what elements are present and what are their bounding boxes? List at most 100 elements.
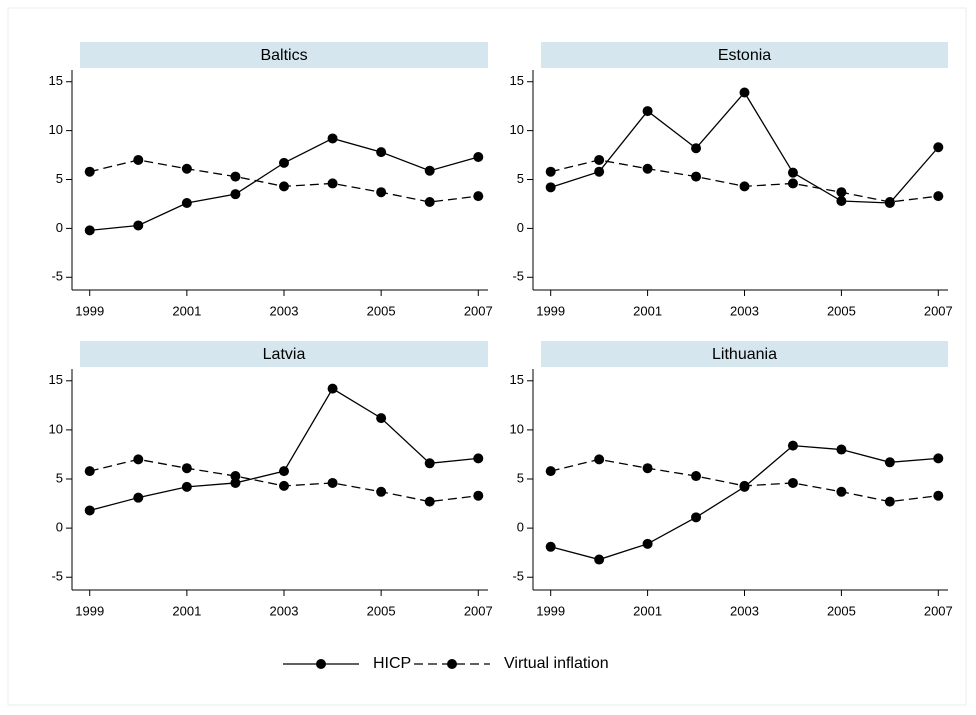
point — [787, 440, 798, 451]
point — [884, 496, 895, 507]
point — [327, 133, 338, 144]
x-tick-label: 2007 — [924, 603, 953, 618]
y-tick-label: -5 — [51, 569, 63, 584]
point — [545, 166, 556, 177]
panel-title: Latvia — [263, 346, 306, 363]
point — [473, 191, 484, 202]
point — [594, 454, 605, 465]
point — [181, 481, 192, 492]
point — [836, 187, 847, 198]
y-tick-label: -5 — [512, 569, 524, 584]
point — [642, 163, 653, 174]
x-tick-label: 2007 — [464, 603, 493, 618]
x-tick-label: 2003 — [730, 303, 759, 318]
x-tick-label: 2007 — [924, 303, 953, 318]
y-tick-label: 10 — [49, 122, 63, 137]
point — [230, 471, 241, 482]
point — [376, 187, 387, 198]
y-tick-label: 10 — [510, 122, 524, 137]
point — [739, 87, 750, 98]
x-tick-label: 2001 — [633, 303, 662, 318]
point — [84, 466, 95, 477]
point — [424, 458, 435, 469]
y-tick-label: 0 — [517, 520, 524, 535]
x-tick-label: 2001 — [172, 603, 201, 618]
y-tick-label: 15 — [49, 372, 63, 387]
point — [327, 383, 338, 394]
y-tick-label: 10 — [510, 421, 524, 436]
point — [327, 477, 338, 488]
point — [884, 457, 895, 468]
point — [473, 453, 484, 464]
x-tick-label: 1999 — [536, 303, 565, 318]
point — [545, 182, 556, 193]
point — [836, 486, 847, 497]
point — [545, 541, 556, 552]
strip — [541, 341, 948, 367]
y-tick-label: 15 — [510, 73, 524, 88]
x-tick-label: 2003 — [270, 603, 299, 618]
point — [836, 444, 847, 455]
point — [424, 496, 435, 507]
point — [181, 163, 192, 174]
point — [230, 477, 241, 488]
point — [545, 466, 556, 477]
x-tick-label: 2003 — [270, 303, 299, 318]
x-tick-label: 2005 — [367, 303, 396, 318]
x-tick-label: 2001 — [633, 603, 662, 618]
point — [691, 512, 702, 523]
point — [787, 167, 798, 178]
point — [424, 165, 435, 176]
x-tick-label: 2005 — [827, 603, 856, 618]
x-tick-label: 1999 — [536, 603, 565, 618]
point — [327, 178, 338, 189]
y-tick-label: 10 — [49, 421, 63, 436]
point — [691, 143, 702, 154]
panel-title: Lithuania — [712, 346, 777, 363]
strip — [80, 341, 488, 367]
x-tick-label: 1999 — [75, 303, 104, 318]
point — [133, 454, 144, 465]
point — [933, 142, 944, 153]
point — [230, 171, 241, 182]
point — [133, 492, 144, 503]
point — [279, 181, 289, 192]
legend-marker — [447, 659, 457, 669]
point — [787, 178, 798, 189]
legend-marker — [316, 659, 326, 669]
point — [424, 197, 435, 207]
point — [279, 480, 289, 491]
point — [84, 505, 95, 516]
point — [642, 106, 653, 117]
x-tick-label: 2005 — [367, 603, 396, 618]
y-tick-label: -5 — [512, 269, 524, 284]
point — [279, 157, 289, 168]
legend-label: HICP — [373, 655, 411, 672]
panel-title: Baltics — [260, 47, 307, 64]
strip — [541, 42, 948, 68]
x-tick-label: 2005 — [827, 303, 856, 318]
point — [473, 152, 484, 163]
point — [376, 413, 387, 424]
y-tick-label: 0 — [517, 220, 524, 235]
point — [739, 480, 750, 491]
y-tick-label: 5 — [517, 470, 524, 485]
point — [739, 181, 750, 192]
y-tick-label: 0 — [56, 220, 63, 235]
y-tick-label: -5 — [51, 269, 63, 284]
point — [933, 490, 944, 501]
strip — [80, 42, 488, 68]
point — [787, 477, 798, 488]
point — [133, 220, 144, 231]
x-tick-label: 2001 — [172, 303, 201, 318]
point — [594, 554, 605, 565]
point — [133, 154, 144, 165]
panel-title: Estonia — [718, 47, 771, 64]
point — [642, 463, 653, 474]
x-tick-label: 2003 — [730, 603, 759, 618]
y-tick-label: 15 — [49, 73, 63, 88]
point — [181, 197, 192, 208]
point — [642, 538, 653, 549]
y-tick-label: 0 — [56, 520, 63, 535]
